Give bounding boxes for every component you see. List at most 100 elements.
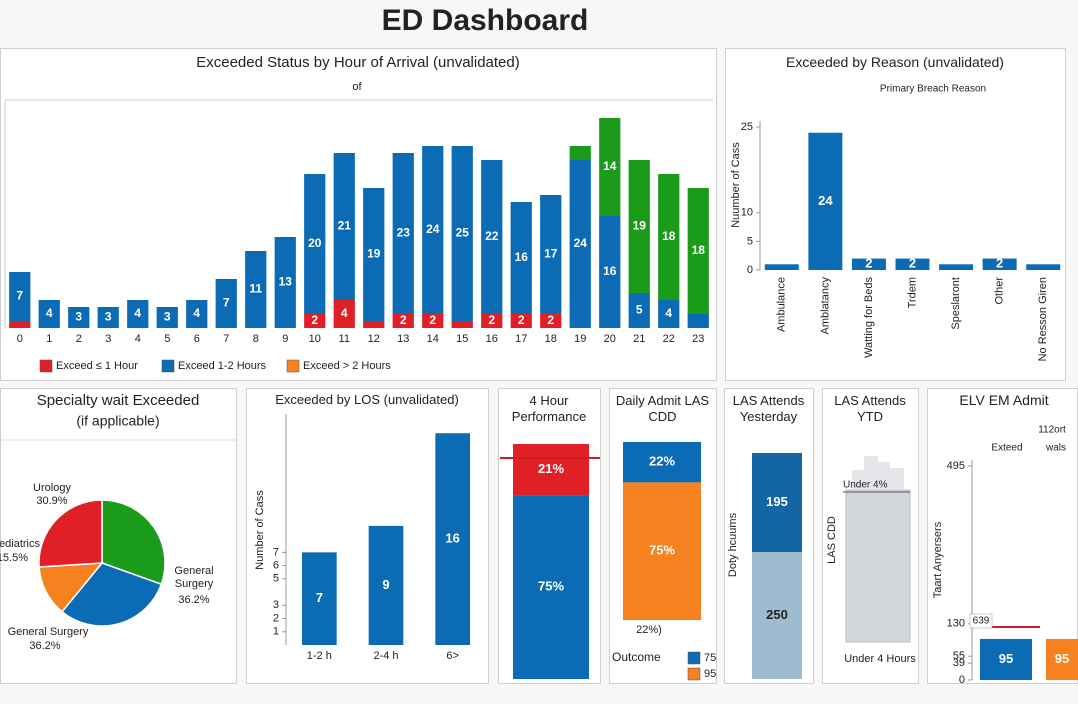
panel-caption: of — [352, 81, 362, 93]
pie-slice — [101, 499, 166, 586]
data-label: 11 — [249, 282, 262, 296]
note: 22%) — [636, 624, 662, 636]
legend-swatch — [687, 651, 701, 665]
legend-label: Exteed — [991, 443, 1022, 454]
legend-label: wals — [1045, 443, 1066, 454]
x-tick-label: 14 — [427, 333, 439, 345]
slice-label: General Surgery — [8, 626, 89, 638]
legend-swatch — [39, 359, 53, 373]
bar — [363, 321, 385, 328]
decor — [890, 468, 904, 490]
y-tick-label: 7 — [273, 546, 279, 558]
x-tick-label: 0 — [17, 333, 23, 345]
bar — [156, 307, 178, 328]
annotation: 639 — [973, 616, 990, 627]
y-axis-label: Nuumber of Cass — [730, 142, 742, 228]
x-tick-label: 1 — [46, 333, 52, 345]
bar — [245, 251, 267, 328]
data-label: 21% — [538, 461, 564, 476]
y-tick-label: 5 — [747, 235, 753, 247]
data-label: 2 — [865, 256, 872, 271]
bar — [982, 258, 1017, 270]
bar — [481, 160, 503, 314]
bar — [422, 314, 444, 328]
y-tick-label: 3 — [273, 599, 279, 611]
decor — [864, 456, 878, 490]
x-tick-label: 23 — [692, 333, 704, 345]
bar — [9, 272, 31, 321]
x-tick-label: Speslaront — [950, 277, 962, 330]
x-tick-label: 22 — [663, 333, 675, 345]
y-tick-label: 130 — [947, 618, 965, 630]
x-tick-label: 10 — [309, 333, 321, 345]
data-label: 3 — [164, 310, 171, 324]
bar — [513, 444, 589, 496]
panel-title: Exceeded Status by Hour of Arrival (unva… — [196, 54, 520, 71]
x-tick-label: Other — [994, 277, 1006, 305]
y-tick-label: 0 — [959, 674, 965, 686]
panel-subtitle: (if applicable) — [76, 413, 159, 429]
bar-background — [845, 489, 911, 643]
data-label: 21 — [338, 219, 352, 233]
bar — [451, 146, 473, 321]
bar — [687, 188, 709, 314]
data-label: 4 — [46, 306, 53, 320]
y-tick-label: 0 — [747, 264, 753, 276]
bar — [658, 300, 680, 328]
bar — [540, 314, 562, 328]
panel — [0, 48, 717, 381]
annotation-box — [969, 613, 993, 629]
bar — [333, 153, 355, 300]
bar — [628, 293, 650, 328]
panel-subtitle: 112ort — [1038, 425, 1066, 436]
data-label: 16 — [445, 531, 459, 546]
data-label: 2 — [996, 256, 1003, 271]
data-label: 7 — [223, 296, 230, 310]
y-tick-label: 55 — [953, 650, 965, 662]
bar — [628, 160, 650, 293]
bar — [304, 314, 326, 328]
data-label: 7 — [16, 289, 23, 303]
data-label: 4 — [341, 306, 348, 320]
slice-value: 30.9% — [36, 495, 67, 507]
bar — [687, 314, 709, 328]
y-tick-label: 39 — [953, 657, 965, 669]
bar — [9, 321, 31, 328]
x-tick-label: 13 — [397, 333, 409, 345]
data-label: 18 — [692, 243, 706, 257]
x-tick-label: Amblatancy — [819, 277, 831, 335]
data-label: 195 — [766, 494, 788, 509]
legend-label: Exceed ≤ 1 Hour — [56, 360, 138, 372]
bar — [304, 174, 326, 314]
bar — [939, 264, 974, 270]
x-tick-label: 21 — [633, 333, 645, 345]
panel-title: LAS Attends Yesterday — [732, 393, 805, 424]
bar — [422, 146, 444, 314]
slice-label: General Surgery — [174, 565, 214, 591]
panel — [725, 48, 1066, 381]
dashboard-title: ED Dashboard — [382, 4, 589, 37]
x-tick-label: 3 — [105, 333, 111, 345]
bar — [38, 300, 60, 328]
bar — [658, 174, 680, 300]
data-label: 16 — [515, 250, 529, 264]
data-label: 13 — [279, 275, 293, 289]
x-tick-label: 7 — [223, 333, 229, 345]
bar — [363, 188, 385, 321]
x-tick-label: 19 — [574, 333, 586, 345]
x-tick-label: 6 — [194, 333, 200, 345]
data-label: 22% — [649, 454, 675, 469]
data-label: 2 — [311, 313, 318, 327]
bar — [451, 321, 473, 328]
data-label: 22 — [485, 229, 499, 243]
bar — [569, 160, 591, 328]
bar — [764, 264, 799, 270]
decor — [852, 470, 864, 490]
bar — [623, 442, 701, 483]
panel-subtitle: Primary Breach Reason — [880, 84, 986, 95]
data-label: 250 — [766, 607, 788, 622]
panel-title: Specialty wait Exceeded — [36, 392, 200, 409]
y-axis-label: LAS CDD — [826, 516, 838, 564]
data-label: 24 — [818, 193, 833, 208]
